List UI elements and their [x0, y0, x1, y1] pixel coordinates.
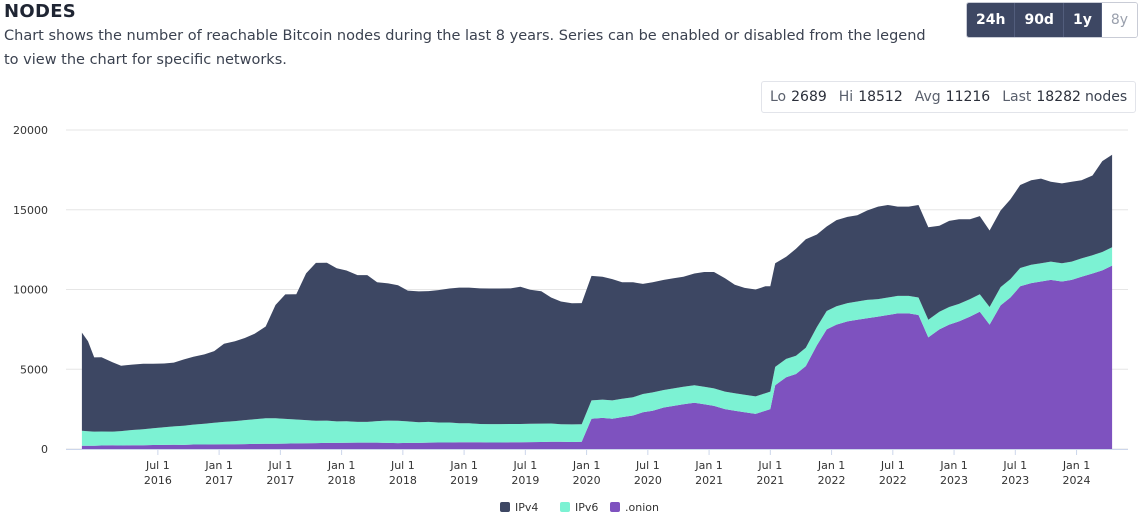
series-areas	[81, 154, 1113, 449]
time-range-selector: 24h 90d 1y 8y	[966, 2, 1139, 38]
y-tick-label: 15000	[13, 204, 48, 217]
x-tick-label: Jan 1 2023	[939, 459, 968, 487]
stat-unit: nodes	[1084, 89, 1128, 105]
x-tick-label: Jan 1 2020	[572, 459, 601, 487]
series-area-ipv4	[81, 154, 1113, 432]
legend-label: IPv4	[515, 501, 538, 514]
legend-label: .onion	[625, 501, 659, 514]
stat-hi-label: Hi	[838, 89, 854, 105]
x-tick-label: Jan 1 2018	[327, 459, 356, 487]
stat-avg-value: 11216	[945, 89, 991, 105]
range-1y-button[interactable]: 1y	[1062, 3, 1101, 37]
legend-label: IPv6	[575, 501, 598, 514]
range-8y-button[interactable]: 8y	[1100, 3, 1138, 37]
x-tick-label: Jan 1 2022	[817, 459, 846, 487]
x-tick-label: Jul 1 2020	[634, 459, 662, 487]
range-24h-button[interactable]: 24h	[967, 3, 1015, 37]
legend-item-ipv6[interactable]: IPv6	[560, 501, 598, 514]
stat-lo-label: Lo	[770, 89, 787, 105]
stat-hi-value: 18512	[858, 89, 903, 105]
y-axis: 0 5000 10000 15000 20000	[13, 124, 48, 456]
legend: IPv4 IPv6 .onion	[500, 501, 659, 514]
stat-last-label: Last	[1002, 89, 1032, 105]
x-tick-label: Jul 1 2023	[1001, 459, 1029, 487]
series-area-ipv6	[81, 247, 1113, 446]
x-tick-label: Jul 1 2021	[756, 459, 784, 487]
stat-avg-label: Avg	[914, 89, 941, 105]
x-tick-label: Jan 1 2017	[204, 459, 233, 487]
x-tick-label: Jan 1 2021	[694, 459, 723, 487]
legend-swatch	[500, 502, 510, 512]
x-tick-label: Jul 1 2016	[144, 459, 172, 487]
y-tick-label: 5000	[20, 363, 48, 376]
page-title: NODES	[4, 1, 77, 22]
x-tick-label: Jul 1 2019	[511, 459, 539, 487]
chart-description: Chart shows the number of reachable Bitc…	[4, 28, 926, 68]
x-axis: Jul 1 2016 Jan 1 2017 Jul 1 2017 Jan 1 2018 Jul …	[66, 449, 1128, 487]
series-area-onion	[81, 265, 1113, 449]
legend-item-ipv4[interactable]: IPv4	[500, 501, 538, 514]
y-tick-label: 20000	[13, 124, 48, 137]
stat-lo-value: 2689	[791, 89, 827, 105]
x-tick-label: Jan 1 2019	[449, 459, 478, 487]
x-tick-label: Jul 1 2017	[266, 459, 294, 487]
y-tick-label: 10000	[13, 284, 48, 297]
x-tick-label: Jul 1 2022	[879, 459, 907, 487]
x-tick-label: Jul 1 2018	[389, 459, 417, 487]
legend-item-onion[interactable]: .onion	[610, 501, 659, 514]
range-90d-button[interactable]: 90d	[1014, 3, 1063, 37]
stats-summary: Lo 2689 Hi 18512 Avg 11216 Last 18282 no…	[761, 81, 1137, 113]
legend-swatch	[560, 502, 570, 512]
x-tick-label: Jan 1 2024	[1062, 459, 1091, 487]
y-tick-label: 0	[41, 443, 48, 456]
stat-last-value: 18282	[1036, 89, 1081, 105]
legend-swatch	[610, 502, 620, 512]
